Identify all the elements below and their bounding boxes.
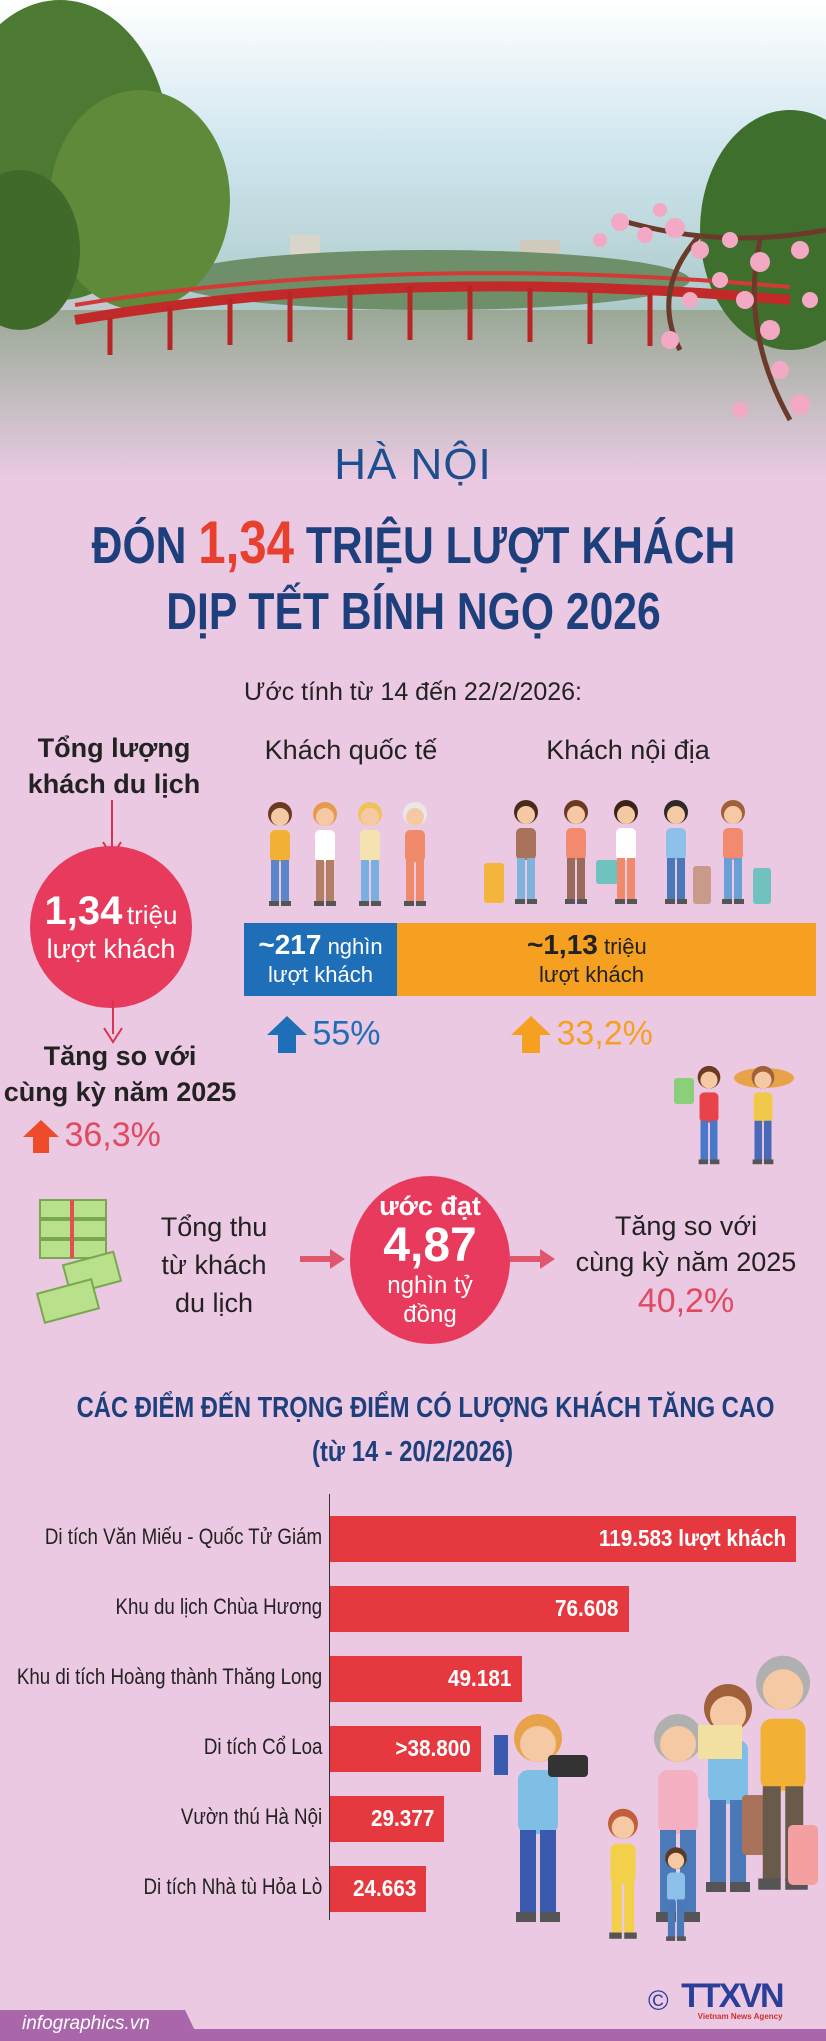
revenue-circle: ước đạt 4,87 nghìn tỷ đồng <box>350 1176 510 1344</box>
international-growth: 55% <box>266 1014 381 1054</box>
domestic-growth: 33,2% <box>510 1014 653 1054</box>
revenue-unit-1: nghìn tỷ <box>387 1272 473 1299</box>
bag-icon <box>596 860 618 884</box>
international-unit-2: lượt khách <box>268 961 373 987</box>
the-huc-bridge <box>74 271 791 355</box>
period-subtitle: Ước tính từ 14 đến 22/2/2026: <box>243 678 583 706</box>
revenue-growth: Tăng so với cùng kỳ năm 2025 40,2% <box>558 1208 814 1322</box>
tourist-couple-illustration <box>674 1065 794 1165</box>
main-title-line-2: DỊP TẾT BÍNH NGỌ 2026 <box>0 582 826 642</box>
bar <box>330 1866 427 1912</box>
arrow-up-icon <box>511 1016 551 1053</box>
international-value: ~217 <box>258 928 322 960</box>
footer-tab <box>0 2010 200 2041</box>
chart-subtitle-text: (từ 14 - 20/2/2026) <box>312 1436 514 1468</box>
category-label: Di tích Cổ Loa <box>203 1734 322 1759</box>
domestic-unit: triệu <box>603 933 647 959</box>
peach-blossom-branch <box>593 203 826 422</box>
revenue-growth-label-1: Tăng so với <box>614 1211 758 1241</box>
growth-label-line-1: Tăng so với <box>43 1041 197 1071</box>
total-growth: 36,3% <box>22 1116 161 1155</box>
domestic-tourists-illustration <box>484 800 771 904</box>
chart-title: CÁC ĐIỂM ĐẾN TRỌNG ĐIỂM CÓ LƯỢNG KHÁCH T… <box>0 1392 826 1425</box>
arrow-right-icon <box>510 1249 555 1269</box>
bar <box>330 1726 482 1772</box>
total-label-line-1: Tổng lượng <box>37 733 191 763</box>
total-visitors-circle: 1,34 triệu lượt khách <box>30 846 192 1008</box>
arrow-up-icon <box>267 1016 307 1053</box>
growth-label-line-2: cùng kỳ năm 2025 <box>3 1077 237 1107</box>
camera-icon <box>548 1755 588 1777</box>
domestic-share-bar: ~1,13 triệu lượt khách <box>397 923 816 996</box>
domestic-unit-2: lượt khách <box>539 961 644 987</box>
domestic-label: Khách nội địa <box>546 735 710 765</box>
total-visitors-label: Tổng lượng khách du lịch <box>14 730 214 802</box>
domestic-growth-value: 33,2% <box>556 1014 653 1053</box>
ttxvn-logo-subtitle: Vietnam News Agency <box>697 2012 783 2021</box>
revenue-label-line-2: từ khách <box>161 1250 267 1280</box>
suitcase-icon <box>693 866 711 904</box>
revenue-label-line-1: Tổng thu <box>160 1212 268 1242</box>
title-prefix: ĐÓN <box>91 517 186 575</box>
category-label: Di tích Nhà tù Hỏa Lò <box>143 1874 322 1899</box>
value-label: >38.800 <box>395 1735 472 1761</box>
bar <box>330 1586 629 1632</box>
category-label: Khu di tích Hoàng thành Thăng Long <box>16 1664 322 1689</box>
revenue-prefix: ước đạt <box>379 1191 481 1221</box>
value-label: 119.583 lượt khách <box>598 1525 786 1551</box>
domestic-value: ~1,13 <box>527 928 598 960</box>
main-title-line-1: ĐÓN 1,34 TRIỆU LƯỢT KHÁCH <box>0 508 826 577</box>
arrow-up-icon <box>23 1119 59 1153</box>
copyright-logo: © TTXVN Vietnam News Agency <box>648 1977 785 2021</box>
suitcase-icon <box>753 868 771 904</box>
revenue-value: 4,87 <box>383 1219 477 1272</box>
international-tourists-illustration <box>268 802 427 906</box>
hoan-kiem-lake-photo <box>0 0 826 480</box>
total-unit-2: lượt khách <box>46 934 176 964</box>
value-label: 24.663 <box>352 1875 417 1901</box>
city-title: HÀ NỘI <box>334 440 492 489</box>
total-label-line-2: khách du lịch <box>27 769 201 799</box>
revenue-growth-label-2: cùng kỳ năm 2025 <box>575 1247 797 1277</box>
title-suffix: TRIỆU LƯỢT KHÁCH <box>305 517 735 575</box>
total-value: 1,34 <box>44 889 123 933</box>
revenue-label: Tổng thu từ khách du lịch <box>134 1208 294 1322</box>
footer-site-link[interactable]: infographics.vn <box>22 2013 150 2034</box>
arrow-right-icon <box>300 1249 345 1269</box>
title-highlight-number: 1,34 <box>197 509 294 576</box>
revenue-growth-value: 40,2% <box>637 1282 735 1320</box>
copyright-symbol: © <box>648 1984 669 2016</box>
ttxvn-logo: TTXVN <box>681 1977 784 2015</box>
title-line-2-text: DỊP TẾT BÍNH NGỌ 2026 <box>165 583 661 641</box>
bar <box>330 1796 445 1842</box>
total-unit: triệu <box>126 900 178 930</box>
category-label: Khu du lịch Chùa Hương <box>115 1594 322 1619</box>
chart-axis <box>329 1494 330 1920</box>
revenue-unit-2: đồng <box>403 1301 457 1328</box>
bar <box>330 1516 796 1562</box>
value-label: 76.608 <box>555 1595 619 1621</box>
money-stack-illustration <box>36 1199 122 1324</box>
international-share-bar: ~217 nghìn lượt khách <box>244 923 397 996</box>
total-growth-label: Tăng so với cùng kỳ năm 2025 <box>0 1038 240 1110</box>
revenue-label-line-3: du lịch <box>174 1288 254 1318</box>
international-label: Khách quốc tế <box>264 735 438 765</box>
arrow-down-icon <box>103 1000 123 1044</box>
international-unit: nghìn <box>327 933 383 959</box>
suitcase-icon <box>484 863 504 903</box>
category-label: Vườn thú Hà Nội <box>180 1804 322 1829</box>
total-growth-value: 36,3% <box>64 1116 161 1154</box>
international-growth-value: 55% <box>312 1014 381 1053</box>
footer-band <box>0 2029 826 2041</box>
category-label: Di tích Văn Miếu - Quốc Tử Giám <box>44 1524 322 1549</box>
value-label: 29.377 <box>371 1805 435 1831</box>
family-illustration <box>494 1655 818 1941</box>
chart-title-text: CÁC ĐIỂM ĐẾN TRỌNG ĐIỂM CÓ LƯỢNG KHÁCH T… <box>76 1392 775 1424</box>
chart-subtitle: (từ 14 - 20/2/2026) <box>0 1436 826 1469</box>
